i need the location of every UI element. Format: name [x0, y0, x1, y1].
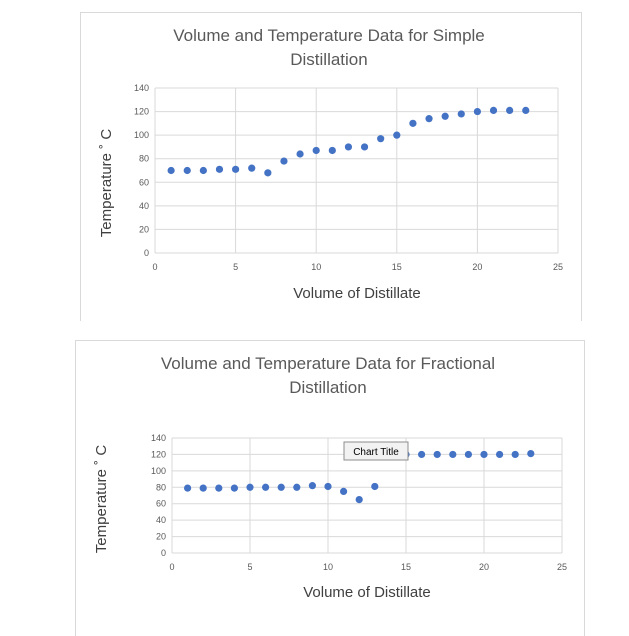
chart-title-line1: Volume and Temperature Data for Simple: [173, 26, 485, 45]
data-point: [215, 165, 224, 173]
y-axis-title: Temperature ˚ C: [98, 129, 115, 238]
chart-fractional-distillation: Volume and Temperature Data for Fraction…: [75, 340, 585, 636]
data-point: [296, 150, 304, 158]
data-point: [457, 110, 465, 118]
y-tick-label: 40: [156, 515, 166, 525]
y-tick-label: 100: [151, 466, 166, 476]
chart-title-tooltip: Chart Title: [343, 441, 409, 461]
data-point: [409, 119, 417, 127]
x-tick-label: 5: [233, 262, 238, 272]
data-point: [264, 169, 272, 177]
x-tick-label: 20: [479, 562, 489, 572]
x-tick-label: 15: [392, 262, 402, 272]
y-tick-label: 0: [161, 548, 166, 558]
data-points: [167, 106, 530, 177]
data-point: [246, 483, 254, 491]
chart-title-line2: Distillation: [289, 378, 366, 397]
y-tick-label: 0: [144, 248, 149, 258]
data-point: [506, 106, 514, 114]
data-point: [280, 157, 288, 165]
y-tick-labels: 0 20 40 60 80 100 120 140: [151, 433, 166, 558]
data-point: [527, 450, 535, 458]
data-point: [230, 484, 238, 492]
data-point: [425, 115, 433, 123]
data-point: [199, 484, 207, 492]
y-tick-label: 140: [151, 433, 166, 443]
y-tick-label: 140: [134, 83, 149, 93]
chart-title-line1: Volume and Temperature Data for Fraction…: [161, 354, 495, 373]
x-tick-label: 25: [557, 562, 567, 572]
y-tick-label: 120: [134, 107, 149, 117]
data-point: [232, 165, 240, 173]
data-point: [293, 483, 301, 491]
y-tick-label: 80: [156, 482, 166, 492]
data-point: [480, 450, 488, 459]
data-point: [199, 166, 207, 175]
data-point: [464, 450, 472, 459]
y-tick-label: 40: [139, 201, 149, 211]
y-tick-label: 20: [156, 532, 166, 542]
data-point: [324, 482, 332, 491]
data-point: [312, 146, 320, 155]
data-point: [215, 484, 223, 492]
x-axis-title: Volume of Distillate: [303, 584, 431, 601]
data-point: [449, 450, 457, 459]
y-axis-title: Temperature ˚ C: [93, 445, 110, 554]
data-point: [496, 450, 504, 459]
data-point: [340, 487, 348, 495]
data-point: [441, 112, 449, 120]
tooltip-text: Chart Title: [353, 447, 399, 458]
y-tick-label: 60: [139, 177, 149, 187]
data-point: [167, 166, 175, 175]
x-tick-label: 5: [247, 562, 252, 572]
y-tick-labels: 0 20 40 60 80 100 120 140: [134, 83, 149, 258]
y-tick-label: 100: [134, 130, 149, 140]
chart-fractional-svg: Volume and Temperature Data for Fraction…: [93, 354, 567, 601]
x-tick-label: 15: [401, 562, 411, 572]
data-point: [371, 482, 379, 491]
data-point: [377, 135, 385, 143]
chart-simple-svg: Volume and Temperature Data for Simple D…: [98, 26, 563, 302]
data-point: [184, 484, 192, 492]
data-point: [393, 131, 401, 139]
data-point: [277, 483, 285, 491]
x-tick-labels: 0 5 10 15 20 25: [152, 262, 563, 272]
x-tick-label: 0: [169, 562, 174, 572]
data-point: [522, 106, 530, 114]
x-tick-label: 10: [311, 262, 321, 272]
data-point: [328, 146, 336, 155]
data-point: [433, 450, 441, 459]
x-tick-label: 10: [323, 562, 333, 572]
data-point: [344, 143, 353, 151]
data-point: [248, 164, 256, 172]
x-tick-label: 25: [553, 262, 563, 272]
x-tick-labels: 0 5 10 15 20 25: [169, 562, 567, 572]
data-point: [360, 143, 369, 151]
chart-title-line2: Distillation: [290, 50, 367, 69]
data-point: [183, 166, 191, 175]
y-tick-label: 120: [151, 449, 166, 459]
y-tick-label: 20: [139, 224, 149, 234]
x-axis-title: Volume of Distillate: [293, 285, 421, 302]
chart-simple-distillation: Volume and Temperature Data for Simple D…: [80, 12, 582, 321]
gridlines: [154, 87, 559, 254]
data-point: [418, 450, 426, 459]
x-tick-label: 20: [472, 262, 482, 272]
y-tick-label: 80: [139, 154, 149, 164]
data-point: [262, 483, 270, 491]
data-point: [489, 106, 498, 114]
data-point: [511, 450, 519, 459]
tooltip-box: [343, 441, 409, 461]
data-point: [355, 496, 363, 504]
y-tick-label: 60: [156, 499, 166, 509]
x-tick-label: 0: [152, 262, 157, 272]
data-point: [473, 107, 481, 116]
data-point: [308, 482, 316, 490]
